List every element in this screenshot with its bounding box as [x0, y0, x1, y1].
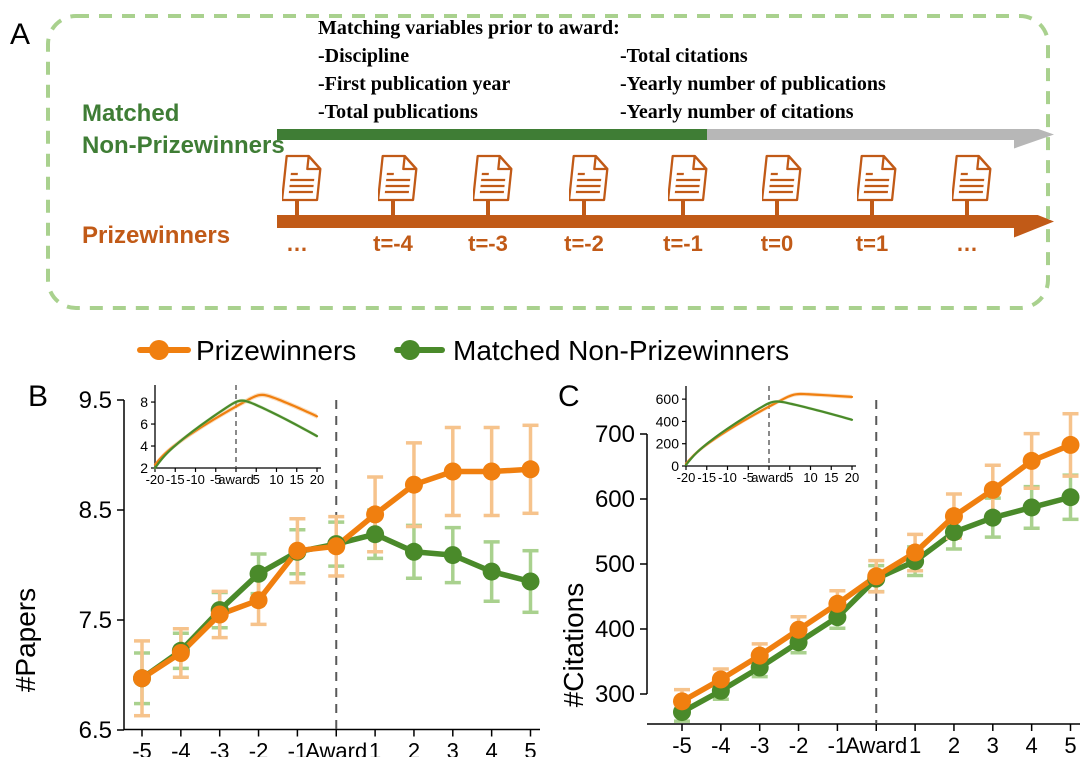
svg-text:-1: -1 — [288, 739, 308, 757]
svg-text:4: 4 — [486, 739, 498, 757]
svg-text:10: 10 — [803, 470, 817, 485]
svg-text:-3: -3 — [210, 739, 230, 757]
svg-text:2: 2 — [948, 733, 960, 757]
svg-text:5: 5 — [524, 739, 536, 757]
svg-text:-2: -2 — [789, 733, 809, 757]
svg-text:10: 10 — [269, 472, 283, 487]
svg-text:8: 8 — [140, 394, 148, 410]
svg-text:4: 4 — [1026, 733, 1038, 757]
svg-text:20: 20 — [310, 472, 324, 487]
svg-text:6: 6 — [140, 416, 148, 432]
svg-text:6.5: 6.5 — [79, 717, 112, 744]
svg-text:8.5: 8.5 — [79, 497, 112, 524]
svg-text:0: 0 — [671, 458, 679, 474]
svg-text:-3: -3 — [750, 733, 770, 757]
svg-text:4: 4 — [140, 438, 148, 454]
svg-text:20: 20 — [845, 470, 859, 485]
svg-text:-4: -4 — [711, 733, 731, 757]
svg-text:5: 5 — [1064, 733, 1076, 757]
svg-text:3: 3 — [987, 733, 999, 757]
svg-text:15: 15 — [290, 472, 304, 487]
svg-text:-20: -20 — [146, 472, 165, 487]
svg-text:7.5: 7.5 — [79, 607, 112, 634]
svg-text:1: 1 — [909, 733, 921, 757]
svg-text:-2: -2 — [249, 739, 269, 757]
svg-text:-15: -15 — [166, 472, 185, 487]
svg-text:-10: -10 — [718, 470, 737, 485]
svg-text:600: 600 — [595, 486, 635, 513]
svg-text:Award: Award — [845, 733, 907, 757]
svg-text:2: 2 — [408, 739, 420, 757]
svg-text:5: 5 — [786, 470, 793, 485]
svg-text:600: 600 — [656, 391, 680, 407]
svg-text:Award: Award — [305, 739, 367, 757]
svg-text:1: 1 — [369, 739, 381, 757]
svg-text:-5: -5 — [132, 739, 152, 757]
svg-text:award: award — [218, 472, 253, 487]
svg-text:500: 500 — [595, 551, 635, 578]
svg-text:-1: -1 — [828, 733, 848, 757]
svg-text:5: 5 — [253, 472, 260, 487]
svg-text:2: 2 — [140, 460, 148, 476]
svg-text:300: 300 — [595, 681, 635, 708]
svg-text:-20: -20 — [677, 470, 696, 485]
svg-text:-4: -4 — [171, 739, 191, 757]
svg-text:200: 200 — [656, 436, 680, 452]
svg-text:700: 700 — [595, 421, 635, 448]
svg-text:-10: -10 — [186, 472, 205, 487]
svg-text:-5: -5 — [672, 733, 692, 757]
svg-text:9.5: 9.5 — [79, 387, 112, 414]
svg-text:400: 400 — [656, 413, 680, 429]
svg-text:-15: -15 — [697, 470, 716, 485]
svg-text:15: 15 — [824, 470, 838, 485]
svg-text:400: 400 — [595, 616, 635, 643]
svg-text:award: award — [751, 470, 786, 485]
svg-text:3: 3 — [447, 739, 459, 757]
